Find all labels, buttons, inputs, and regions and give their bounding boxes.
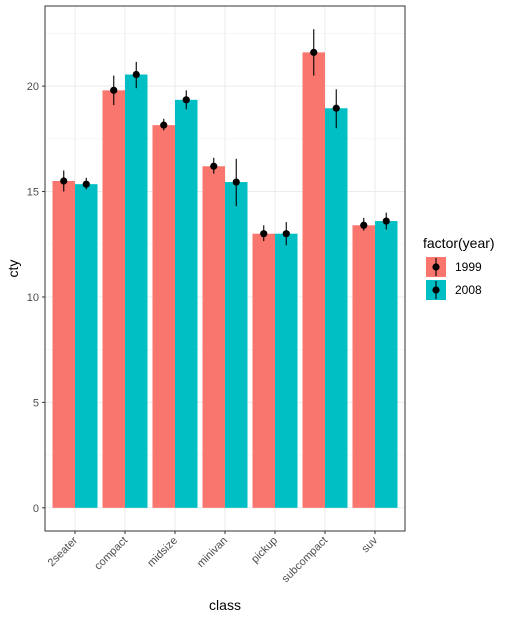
bar-2008-suv bbox=[375, 221, 398, 508]
bar-1999-subcompact bbox=[302, 52, 325, 508]
legend: factor(year) 1999 2008 bbox=[423, 235, 495, 300]
legend-key-point-2008 bbox=[432, 286, 440, 294]
bar-1999-compact bbox=[102, 90, 125, 508]
bar-1999-midsize bbox=[152, 125, 175, 508]
point-1999-minivan bbox=[210, 162, 218, 170]
y-axis: 0 5 10 15 20 bbox=[27, 81, 45, 515]
y-tick-label: 10 bbox=[27, 292, 39, 304]
point-2008-midsize bbox=[182, 96, 190, 104]
point-2008-2seater bbox=[82, 180, 90, 188]
point-1999-pickup bbox=[260, 230, 268, 238]
bar-1999-suv bbox=[352, 225, 375, 508]
bar-2008-2seater bbox=[75, 184, 98, 508]
error-bars-layer bbox=[60, 29, 390, 246]
point-1999-subcompact bbox=[310, 48, 318, 56]
bar-2008-subcompact bbox=[325, 108, 348, 508]
bar-1999-minivan bbox=[202, 166, 225, 508]
point-2008-compact bbox=[132, 70, 140, 79]
bar-1999-pickup bbox=[252, 233, 275, 508]
bars-layer bbox=[52, 52, 398, 508]
bar-2008-minivan bbox=[225, 182, 248, 508]
bar-1999-2seater bbox=[52, 181, 75, 508]
point-2008-suv bbox=[382, 217, 390, 225]
point-1999-midsize bbox=[160, 121, 168, 129]
y-tick-label: 5 bbox=[33, 397, 39, 409]
point-2008-minivan bbox=[232, 178, 240, 186]
point-2008-pickup bbox=[282, 230, 290, 238]
point-1999-compact bbox=[110, 86, 118, 94]
point-2008-subcompact bbox=[332, 104, 340, 112]
legend-label-1999: 1999 bbox=[455, 260, 482, 274]
bar-2008-compact bbox=[125, 74, 148, 508]
legend-title: factor(year) bbox=[423, 235, 495, 251]
point-1999-2seater bbox=[60, 177, 68, 185]
bar-2008-midsize bbox=[175, 99, 198, 508]
bar-2008-pickup bbox=[275, 233, 298, 508]
y-tick-label: 0 bbox=[33, 503, 39, 515]
y-tick-label: 20 bbox=[27, 81, 39, 93]
legend-key-point-1999 bbox=[432, 263, 440, 271]
x-axis-title: class bbox=[209, 597, 241, 613]
legend-label-2008: 2008 bbox=[455, 283, 482, 297]
point-1999-suv bbox=[360, 221, 368, 229]
y-axis-title: cty bbox=[5, 260, 21, 278]
y-tick-label: 15 bbox=[27, 187, 39, 199]
